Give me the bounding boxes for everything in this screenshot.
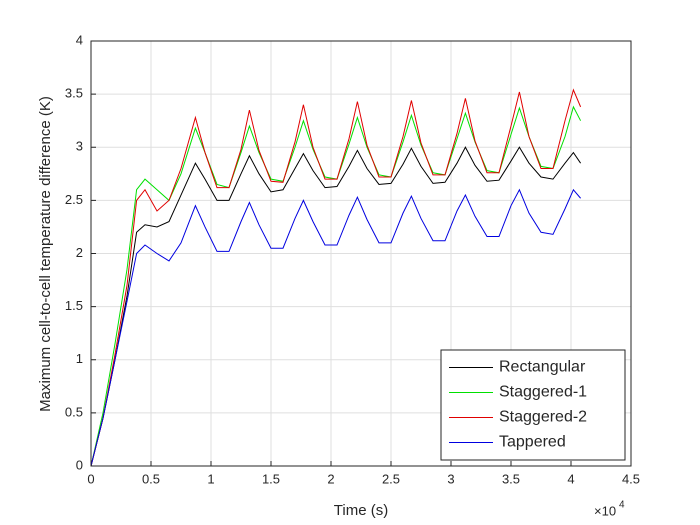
legend-box: [440, 349, 626, 461]
legend-label: Rectangular: [499, 359, 586, 376]
x-axis-label: Time (s): [334, 502, 388, 519]
x-tick-label: 1: [207, 471, 214, 486]
series-line: [90, 88, 582, 467]
y-tick-label: 1.5: [65, 298, 83, 313]
y-tick-label: 2: [76, 245, 83, 260]
x-tick-label: 3: [447, 471, 454, 486]
y-axis-label: Maximum cell-to-cell temperature differe…: [37, 96, 54, 412]
y-tick-label: 3.5: [65, 86, 83, 101]
y-tick-label: 0.5: [65, 404, 83, 419]
x-tick-label: 1.5: [262, 471, 280, 486]
legend-label: Staggered-1: [499, 384, 587, 401]
legend-label: Staggered-2: [499, 409, 587, 426]
y-tick-label: 3: [76, 139, 83, 154]
x-tick-label: 0.5: [142, 471, 160, 486]
series-line: [90, 188, 581, 467]
y-tick-label: 1: [76, 351, 83, 366]
x-tick-label: 4: [567, 471, 574, 486]
series-line: [90, 146, 582, 467]
plot-layer: [90, 40, 632, 467]
x-multiplier-power: 4: [619, 500, 625, 511]
x-tick-label: 2: [327, 471, 334, 486]
legend: Rectangular Staggered-1 Staggered-2 Tappere…: [440, 349, 626, 461]
legend-label: Tappered: [499, 434, 566, 451]
x-tick-label: 0: [87, 471, 94, 486]
x-multiplier: ×10: [594, 503, 616, 518]
series-line: [90, 105, 582, 467]
x-tick-label: 3.5: [502, 471, 520, 486]
plot-frame: [90, 40, 632, 467]
y-tick-label: 2.5: [65, 192, 83, 207]
x-tick-label: 4.5: [622, 471, 640, 486]
y-tick-label: 4: [76, 32, 83, 47]
x-tick-label: 2.5: [382, 471, 400, 486]
y-tick-label: 0: [76, 457, 83, 472]
